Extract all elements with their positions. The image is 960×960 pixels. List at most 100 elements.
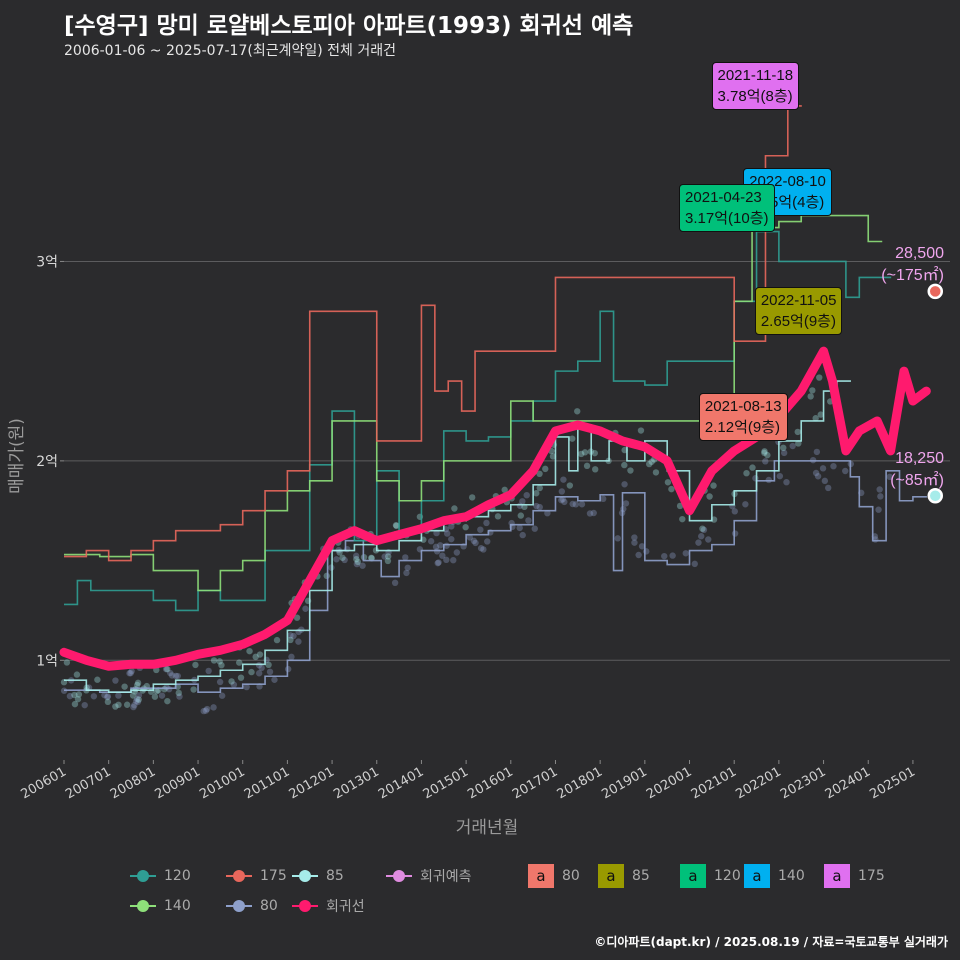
prediction-value: 28,500 bbox=[895, 245, 944, 263]
trade-point bbox=[94, 676, 101, 683]
trade-point bbox=[216, 678, 224, 686]
trade-point bbox=[353, 555, 360, 563]
legend-key bbox=[130, 866, 156, 886]
trade-point bbox=[501, 486, 508, 494]
trade-point bbox=[569, 435, 576, 442]
trade-point bbox=[743, 469, 750, 477]
trade-point bbox=[246, 647, 253, 655]
trade-point bbox=[190, 686, 197, 693]
regression-path bbox=[59, 346, 931, 671]
legend-box-swatch: a bbox=[824, 864, 850, 888]
trade-point bbox=[73, 671, 81, 678]
trade-point bbox=[164, 665, 171, 673]
trade-point bbox=[218, 661, 225, 669]
trade-point bbox=[705, 536, 712, 543]
trade-point bbox=[90, 693, 98, 700]
trade-point bbox=[121, 683, 128, 690]
trade-point bbox=[288, 653, 295, 661]
series-85 bbox=[64, 380, 851, 693]
trade-point bbox=[700, 526, 708, 534]
trade-point bbox=[391, 579, 399, 587]
trade-point bbox=[172, 672, 180, 680]
trade-point bbox=[536, 484, 543, 492]
trade-point bbox=[203, 705, 211, 713]
trade-point bbox=[477, 545, 485, 552]
trade-point bbox=[519, 531, 526, 539]
trade-point bbox=[162, 665, 170, 673]
trade-point bbox=[592, 466, 599, 473]
trade-point bbox=[333, 556, 340, 563]
trade-point bbox=[517, 512, 525, 519]
trade-point bbox=[293, 614, 301, 621]
trade-point bbox=[265, 661, 272, 669]
legend-label: 120 bbox=[164, 868, 191, 884]
legend-key bbox=[226, 896, 252, 916]
annotation-date: 2022-11-05 bbox=[760, 292, 837, 310]
trade-point bbox=[536, 503, 543, 511]
x-tick-label: 201101 bbox=[242, 764, 292, 802]
trade-point bbox=[127, 669, 134, 677]
trade-point bbox=[599, 495, 607, 503]
legend-item: 120 bbox=[130, 866, 191, 886]
trade-point bbox=[561, 498, 568, 506]
trade-point bbox=[256, 651, 264, 658]
legend-item: 85 bbox=[292, 866, 344, 886]
x-tick-label: 202001 bbox=[644, 764, 694, 802]
trade-point bbox=[236, 659, 243, 666]
y-tick-label: 1억 bbox=[36, 653, 58, 669]
trade-point bbox=[290, 632, 297, 640]
trade-point bbox=[676, 502, 684, 510]
trade-point bbox=[876, 486, 883, 493]
annotation-price: 3.78억(8층) bbox=[717, 87, 793, 105]
prediction-value: 18,250 bbox=[895, 449, 944, 467]
trade-point bbox=[731, 530, 739, 537]
x-tick-label: 202401 bbox=[823, 764, 873, 802]
trade-point bbox=[230, 681, 238, 688]
y-axis-title: 매매가(원) bbox=[7, 418, 27, 494]
y-tick-label: 3억 bbox=[36, 254, 58, 270]
regression-line bbox=[59, 346, 931, 671]
trade-point bbox=[812, 469, 820, 477]
trade-point bbox=[71, 700, 79, 708]
trade-point bbox=[133, 696, 141, 703]
trade-point bbox=[403, 569, 410, 577]
trade-point bbox=[764, 451, 771, 459]
trade-point bbox=[323, 572, 330, 580]
legend-label: 175 bbox=[260, 868, 287, 884]
trade-point bbox=[669, 552, 676, 559]
trade-point bbox=[200, 707, 207, 715]
trade-point bbox=[210, 657, 218, 664]
trade-point bbox=[175, 689, 182, 697]
trade-point bbox=[210, 704, 217, 711]
trade-point bbox=[695, 539, 702, 546]
trade-point bbox=[115, 692, 122, 699]
trade-point bbox=[468, 494, 476, 501]
trade-point bbox=[435, 559, 442, 566]
trade-point bbox=[531, 525, 538, 532]
x-tick-label: 200901 bbox=[153, 764, 203, 802]
trade-point bbox=[825, 484, 832, 492]
trade-point bbox=[631, 539, 638, 546]
trade-point bbox=[128, 667, 135, 675]
trade-point bbox=[134, 698, 142, 706]
trade-point bbox=[427, 538, 435, 545]
trade-point bbox=[174, 672, 181, 680]
trade-point bbox=[164, 697, 171, 705]
trade-point bbox=[590, 509, 597, 517]
trade-point bbox=[392, 522, 400, 529]
trade-point bbox=[66, 692, 74, 700]
trade-point bbox=[706, 493, 713, 500]
legend-item: 140 bbox=[130, 896, 191, 916]
trade-point bbox=[816, 374, 823, 381]
trade-point bbox=[158, 692, 166, 699]
trade-point bbox=[341, 556, 348, 564]
trade-point bbox=[470, 537, 478, 545]
trade-point bbox=[586, 510, 594, 517]
trade-point bbox=[762, 458, 769, 465]
trade-point bbox=[536, 470, 543, 478]
x-tick-label: 202201 bbox=[733, 764, 783, 802]
trade-point bbox=[761, 448, 768, 455]
trade-point bbox=[776, 472, 784, 480]
trade-point bbox=[112, 703, 119, 710]
x-tick-label: 201601 bbox=[465, 764, 515, 802]
